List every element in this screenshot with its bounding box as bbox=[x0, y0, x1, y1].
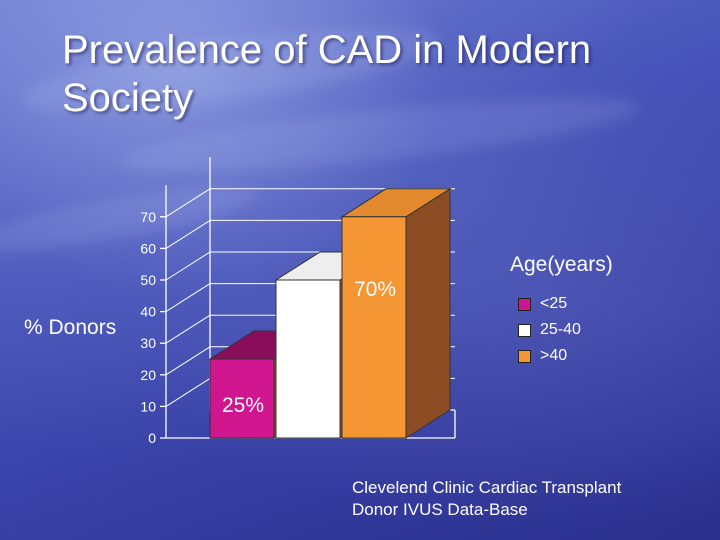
bar-2 bbox=[275, 279, 341, 439]
legend-swatch bbox=[518, 297, 531, 311]
legend-label: <25 bbox=[540, 295, 568, 312]
gridline-diagonal bbox=[165, 377, 211, 407]
legend-label: 25-40 bbox=[540, 321, 581, 338]
data-label-1: 25% bbox=[222, 394, 264, 417]
bar-3 bbox=[341, 216, 407, 439]
y-tick-label: 40 bbox=[140, 304, 156, 320]
gridline-diagonal bbox=[165, 283, 211, 313]
legend-swatch bbox=[518, 323, 531, 337]
y-tick-label: 50 bbox=[140, 272, 156, 288]
y-tick-label: 30 bbox=[140, 335, 156, 351]
legend-swatch bbox=[518, 349, 531, 363]
y-tick-label: 10 bbox=[140, 398, 156, 414]
y-tick-label: 20 bbox=[140, 367, 156, 383]
legend: Age(years) <25 25-40 >40 bbox=[508, 253, 613, 369]
legend-label: >40 bbox=[540, 347, 568, 364]
gridline-diagonal bbox=[165, 314, 211, 344]
y-tick-label: 0 bbox=[148, 430, 156, 446]
data-label-2: 50% bbox=[288, 328, 330, 351]
gridline-diagonal bbox=[165, 188, 211, 218]
gridline-diagonal bbox=[165, 251, 211, 281]
legend-item-3: >40 bbox=[518, 343, 613, 369]
slide-title: Prevalence of CAD in Modern Society bbox=[62, 26, 702, 122]
source-line-2: Donor IVUS Data-Base bbox=[352, 500, 528, 519]
legend-title: Age(years) bbox=[510, 253, 613, 276]
gridline-diagonal bbox=[165, 346, 211, 376]
source-note: Clevelend Clinic Cardiac Transplant Dono… bbox=[352, 477, 621, 521]
legend-item-2: 25-40 bbox=[518, 317, 613, 343]
data-label-3: 70% bbox=[354, 278, 396, 301]
y-tick-label: 60 bbox=[140, 240, 156, 256]
gridline-diagonal bbox=[165, 219, 211, 249]
slide-title-line-2: Society bbox=[62, 76, 194, 120]
y-axis-label: % Donors bbox=[24, 316, 117, 339]
slide-title-line-1: Prevalence of CAD in Modern bbox=[62, 28, 592, 72]
legend-item-1: <25 bbox=[518, 291, 613, 317]
bar-side-3 bbox=[405, 187, 451, 439]
y-tick-label: 70 bbox=[140, 209, 156, 225]
source-line-1: Clevelend Clinic Cardiac Transplant bbox=[352, 478, 622, 497]
bar-1 bbox=[209, 358, 275, 439]
